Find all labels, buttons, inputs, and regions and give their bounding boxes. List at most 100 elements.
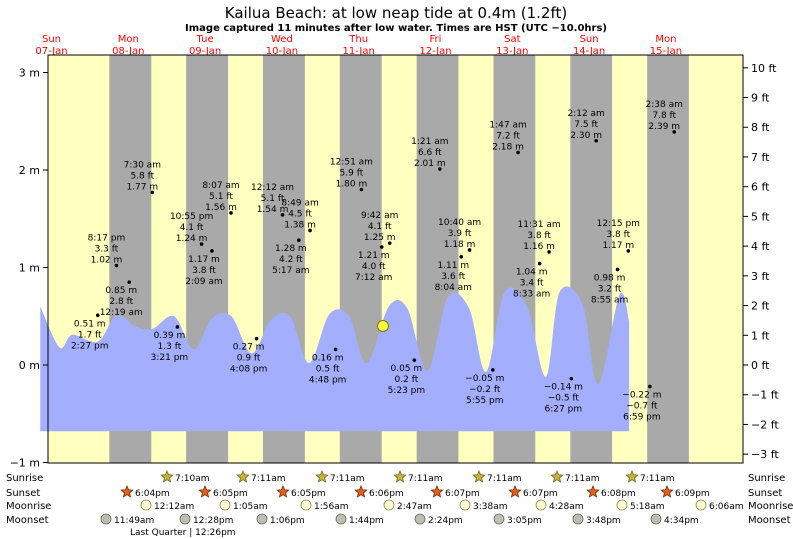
tide-m: 1.28 m [275,244,307,254]
tide-time: 8:49 am [281,198,318,208]
right-tick-label: 5 ft [751,210,770,223]
tide-m: 1.11 m [437,261,469,271]
tide-ft: 1.3 ft [158,342,182,352]
tide-time: 4:48 pm [309,375,347,385]
sunrise-row-label: Sunrise [6,473,43,484]
tide-time: 8:04 am [435,283,472,293]
tide-time: 5:55 pm [466,396,504,406]
sunrise-time: 7:10am [175,474,210,484]
tide-m: 1.17 m [602,241,634,251]
sunrise-time: 7:11am [487,474,522,484]
right-tick-label: −2 ft [751,418,779,431]
moonset-row-label-right: Moonset [748,515,791,526]
day-labels: Sun07-JanMon08-JanTue09-JanWed10-JanThu1… [35,34,682,57]
sunrise-icon [236,469,250,483]
plot-border [47,54,744,464]
moonrise-time: 12:12am [154,502,194,512]
moonset-icon [100,513,112,525]
tide-point [280,213,285,217]
day-date: 10-Jan [266,46,298,57]
tide-point [359,187,364,192]
tide-ft: 3.6 ft [441,272,465,282]
tide-point [547,250,551,254]
sunset-row-label-right: Sunset [748,488,782,499]
tide-time: 5:17 am [272,266,309,276]
tide-point [412,358,417,362]
moonrise-icon [616,499,628,511]
tide-m: 1.17 m [188,255,220,265]
tide-point [297,238,301,242]
tide-point [254,336,259,341]
tide-m: 0.39 m [154,331,186,341]
tide-point [516,150,520,155]
tide-point [210,249,214,253]
tide-ft: 4.0 ft [362,262,386,272]
tide-time: 12:19 am [100,308,143,318]
chart-subtitle: Image captured 11 minutes after low wate… [185,23,607,34]
tide-point [648,384,652,389]
moonrise-icon [383,499,395,511]
right-tick-label: −1 ft [751,389,779,402]
tide-ft: −0.2 ft [469,385,501,395]
moonset-icon [572,513,584,525]
tide-m: −0.05 m [465,374,504,384]
tide-ft: 3.3 ft [95,245,119,255]
tide-ft: 7.2 ft [496,131,520,141]
current-level-marker [377,320,390,332]
right-tick-label: 1 ft [751,329,770,342]
tide-point [308,228,312,233]
day-name: Sun [580,34,599,45]
left-tick-label: 2 m [19,164,40,177]
tide-time: 8:55 am [591,295,628,305]
moonset-time: 4:34pm [664,516,699,526]
tide-time: 11:31 am [518,220,561,230]
sunset-time: 6:04pm [135,489,170,499]
tide-m: 1.38 m [284,220,316,230]
tide-ft: 3.8 ft [606,230,630,240]
moonrise-icon [300,499,312,511]
moonset-icon [414,513,426,525]
tide-time: 8:07 am [202,181,239,191]
tide-ft: 3.2 ft [598,284,622,294]
moonrise-icon [535,499,547,511]
tide-point [672,130,677,134]
day-date: 09-Jan [189,46,221,57]
sunrise-time: 7:11am [640,474,675,484]
tide-time: 6:27 pm [545,405,583,415]
day-name: Wed [271,34,293,45]
sunrise-time: 7:11am [565,474,600,484]
moonset-time: 12:28pm [193,516,233,526]
sunrise-icon [550,469,564,483]
tide-ft: 3.8 ft [527,231,551,241]
tide-m: 1.56 m [205,203,237,213]
tide-m: 0.85 m [105,286,137,296]
day-name: Tue [196,34,214,45]
tide-point [594,138,598,143]
tide-point [438,167,442,171]
tide-m: −0.14 m [544,383,583,393]
tide-ft: 7.5 ft [574,120,598,130]
tide-point [569,376,574,381]
left-tick-label: 0 m [19,359,40,372]
tide-m: 1.25 m [364,233,396,243]
tide-time: 12:15 pm [597,219,640,229]
tide-m: 1.16 m [523,242,555,252]
moonrise-row-label: Moonrise [6,501,51,512]
tide-ft: 4.5 ft [288,209,312,219]
tide-time: 2:12 am [567,109,604,119]
moonset-time: 2:24pm [428,516,463,526]
moonset-row-label: Moonset [6,515,49,526]
sunset-time: 6:06pm [369,489,404,499]
day-name: Mon [118,34,139,45]
tide-area [40,286,630,432]
left-tick-label: −1 m [10,457,40,470]
tide-point [95,313,100,318]
moonset-time: 3:48pm [586,516,621,526]
moonset-icon [650,513,662,525]
tide-point [333,347,338,352]
moonrise-time: 6:06am [709,502,744,512]
moonrise-icon [695,499,707,511]
moonset-icon [493,513,505,525]
tide-time: 12:51 am [330,158,373,168]
